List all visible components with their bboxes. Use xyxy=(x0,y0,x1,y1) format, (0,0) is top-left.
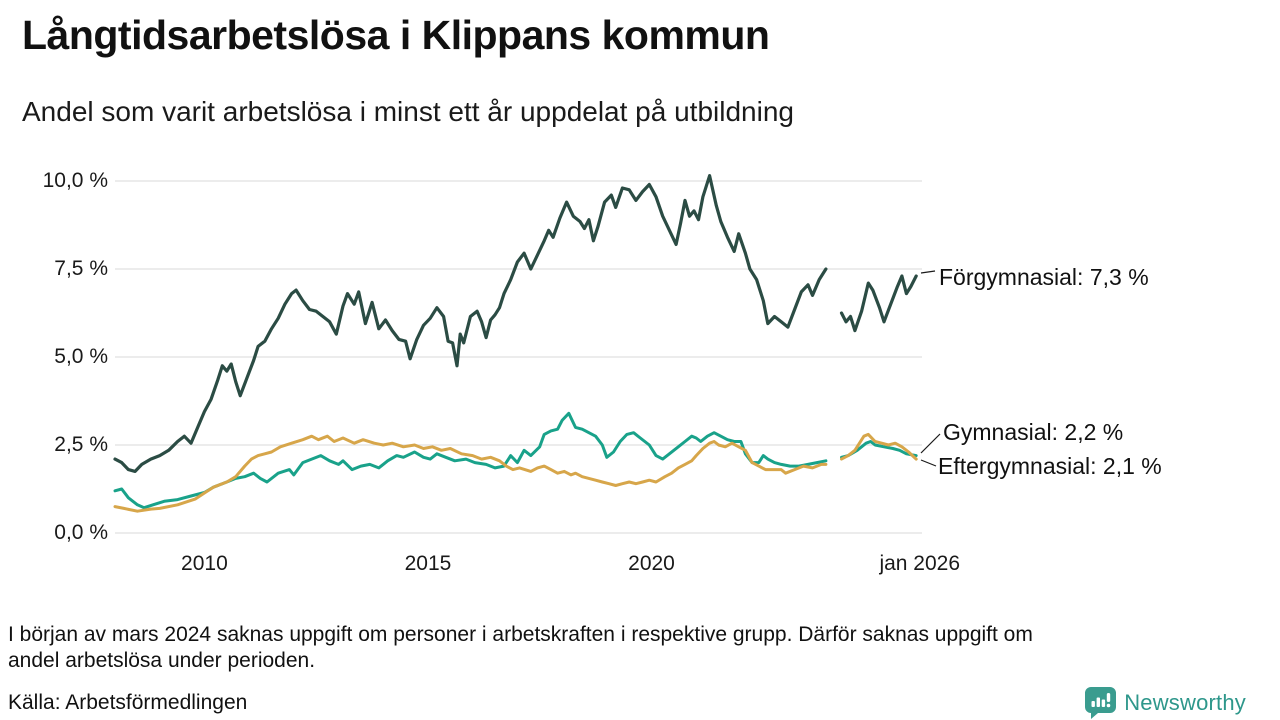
series-label-forgymnasial: Förgymnasial: 7,3 % xyxy=(939,264,1149,290)
x-tick-label: 2020 xyxy=(628,552,675,575)
leader-line xyxy=(920,270,936,274)
page-title: Långtidsarbetslösa i Klippans kommun xyxy=(22,12,770,58)
page-subtitle: Andel som varit arbetslösa i minst ett å… xyxy=(22,96,794,127)
footnote: I början av mars 2024 saknas uppgift om … xyxy=(8,622,1033,674)
y-tick-label: 0,0 % xyxy=(54,521,108,544)
x-tick-label: 2015 xyxy=(404,552,452,575)
newsworthy-icon xyxy=(1085,687,1117,719)
footnote-line: andel arbetslösa under perioden. xyxy=(8,649,316,672)
y-tick-label: 2,5 % xyxy=(54,433,108,456)
leader-line xyxy=(920,433,941,454)
footnote-line: I början av mars 2024 saknas uppgift om … xyxy=(8,623,1033,646)
series-line-eftergymnasial xyxy=(840,432,918,461)
series-line-förgymnasial xyxy=(839,274,918,333)
brand-name: Newsworthy xyxy=(1124,690,1246,715)
series-line-förgymnasial xyxy=(113,174,828,473)
leader-line xyxy=(920,459,937,467)
gridlines xyxy=(115,180,922,534)
series-label-eftergymnasial: Eftergymnasial: 2,1 % xyxy=(938,453,1162,479)
series-line-eftergymnasial xyxy=(113,434,828,513)
series-line-gymnasial xyxy=(113,411,828,510)
y-tick-label: 5,0 % xyxy=(54,345,108,368)
series-label-gymnasial: Gymnasial: 2,2 % xyxy=(943,419,1124,445)
source-note: Källa: Arbetsförmedlingen xyxy=(8,691,248,714)
label-leader-lines xyxy=(920,270,941,467)
x-tick-label: jan 2026 xyxy=(879,552,961,575)
y-tick-label: 7,5 % xyxy=(54,257,108,280)
y-tick-label: 10,0 % xyxy=(42,169,108,192)
series-paths xyxy=(113,174,918,513)
x-tick-label: 2010 xyxy=(181,552,228,575)
brand-logo: Newsworthy xyxy=(1084,686,1246,720)
